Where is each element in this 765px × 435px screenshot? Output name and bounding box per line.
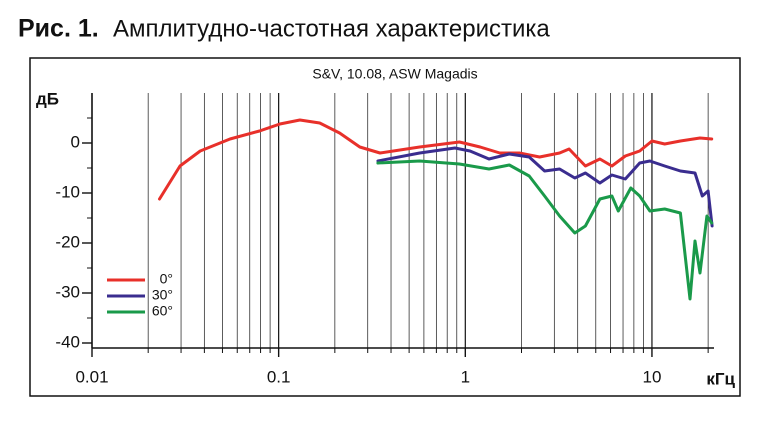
y-tick-label: -40 (55, 332, 80, 351)
x-tick-label: 1 (461, 367, 470, 386)
y-tick-label: -30 (55, 282, 80, 301)
chart-subtitle: S&V, 10.08, ASW Magadis (312, 66, 477, 82)
x-tick-label: 0.01 (75, 367, 108, 386)
series-line (376, 146, 714, 228)
legend-label: 30° (152, 287, 173, 303)
series-line (376, 159, 714, 301)
y-tick-label: -20 (55, 232, 80, 251)
chart-frame (29, 57, 741, 397)
y-axis-label: дБ (36, 89, 59, 108)
figure-label: Рис. 1. (18, 15, 99, 43)
legend-label: 60° (152, 303, 173, 319)
y-tick-label: -10 (55, 182, 80, 201)
y-tick-label: 0 (71, 132, 80, 151)
x-tick-label: 10 (642, 367, 661, 386)
legend-label: 0° (160, 271, 173, 287)
x-axis-label: кГц (706, 369, 735, 388)
series-line (158, 118, 714, 201)
x-tick-label: 0.1 (267, 367, 291, 386)
chart-title: Амплитудно-частотная характеристика (113, 15, 550, 42)
